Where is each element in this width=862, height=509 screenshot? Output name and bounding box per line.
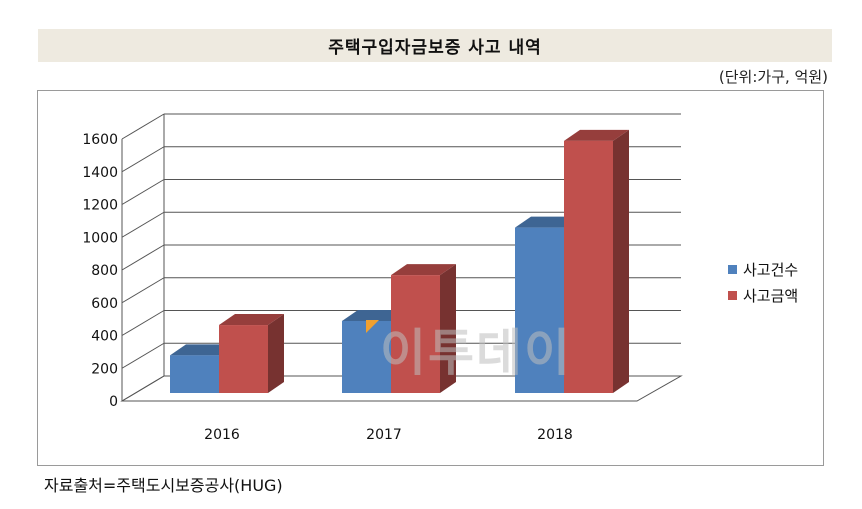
grid-slant-line <box>121 113 165 140</box>
grid-slant-line <box>121 310 165 336</box>
bar-top-사고금액-2017 <box>391 264 456 276</box>
y-tick-label: 1600 <box>82 132 118 148</box>
y-tick-label: 1000 <box>82 230 118 246</box>
chart-floor <box>120 375 683 402</box>
x-tick-label: 2017 <box>366 427 402 443</box>
bar-사고금액-2018 <box>564 140 613 393</box>
y-tick-label: 200 <box>91 361 118 377</box>
x-tick-label: 2016 <box>204 427 240 443</box>
grid-slant-line <box>121 146 165 173</box>
bar-top-사고건수-2017 <box>342 309 407 321</box>
bar-side-사고금액-2016 <box>268 314 284 393</box>
grid-slant-line <box>121 179 165 205</box>
chart-frame: 0 200 400 600 800 1000 1200 1400 1600 2016 2017 201… <box>37 90 824 466</box>
source-note: 자료출처=주택도시보증공사(HUG) <box>44 476 283 495</box>
legend-swatch-series-2 <box>728 290 737 300</box>
y-tick-label: 400 <box>91 329 118 345</box>
bar-사고금액-2016 <box>219 325 268 393</box>
bar-사고건수-2018 <box>515 227 564 393</box>
unit-note: (단위:가구, 억원) <box>718 68 828 86</box>
grid-slant-line <box>121 342 165 369</box>
legend-label-series-2: 사고금액 <box>743 286 799 305</box>
bar-사고건수-2016 <box>170 355 219 393</box>
legend-item-series-2: 사고금액 <box>728 282 798 308</box>
grid-slant-line <box>121 211 165 238</box>
y-tick-label: 1200 <box>82 198 118 214</box>
bar-top-사고건수-2016 <box>170 344 235 356</box>
legend-swatch-series-1 <box>728 264 737 274</box>
y-tick-label: 600 <box>91 296 118 312</box>
bar-side-사고금액-2018 <box>613 129 629 393</box>
y-tick-label: 800 <box>91 263 118 279</box>
legend: 사고건수 사고금액 <box>728 256 798 308</box>
grid-slant-line <box>121 277 165 304</box>
chart-plot: 0 200 400 600 800 1000 1200 1400 1600 2016 2017 201… <box>82 113 683 443</box>
bar-사고금액-2017 <box>391 275 440 393</box>
legend-item-series-1: 사고건수 <box>728 256 798 282</box>
y-tick-label: 0 <box>109 394 118 410</box>
legend-label-series-1: 사고건수 <box>743 260 799 279</box>
bar-top-사고금액-2016 <box>219 314 284 326</box>
chart-title: 주택구입자금보증 사고 내역 <box>328 38 542 58</box>
watermark-mark-icon <box>366 320 379 333</box>
bar-top-사고건수-2018 <box>515 216 580 228</box>
grid-slant-line <box>121 244 165 271</box>
y-tick-label: 1400 <box>82 165 118 181</box>
x-tick-label: 2018 <box>537 427 573 443</box>
chart-title-bar: 주택구입자금보증 사고 내역 <box>38 29 832 62</box>
bar-side-사고금액-2017 <box>440 264 456 393</box>
bar-top-사고금액-2018 <box>564 129 629 141</box>
